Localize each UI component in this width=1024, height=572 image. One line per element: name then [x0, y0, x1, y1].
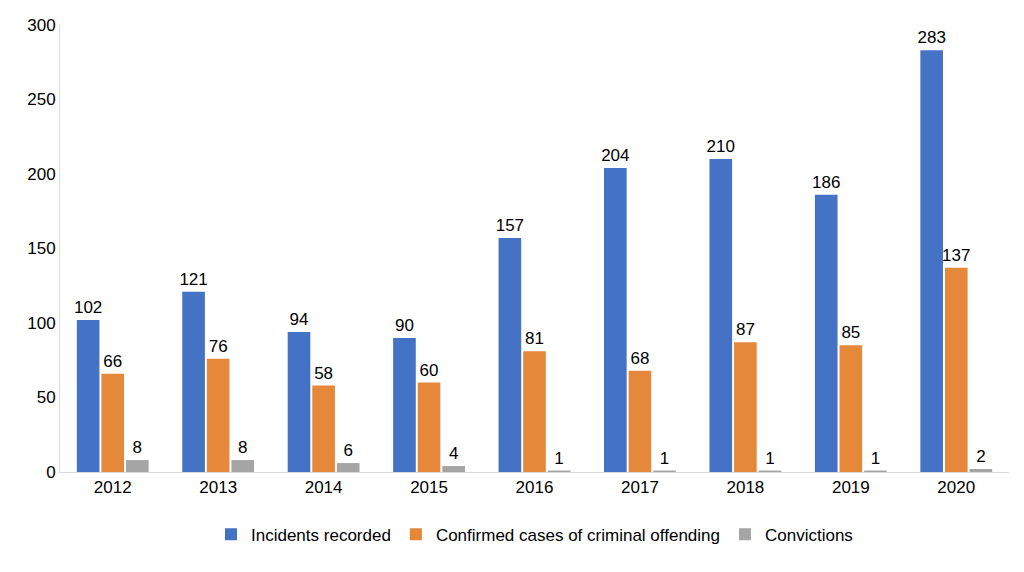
svg-text:204: 204 [601, 146, 629, 165]
svg-text:Incidents recorded: Incidents recorded [251, 526, 391, 545]
svg-text:66: 66 [103, 352, 122, 371]
svg-text:0: 0 [46, 463, 55, 482]
svg-text:1: 1 [871, 449, 880, 468]
svg-text:102: 102 [74, 298, 102, 317]
svg-text:2019: 2019 [832, 478, 870, 497]
svg-text:1: 1 [554, 449, 563, 468]
svg-text:210: 210 [707, 137, 735, 156]
svg-text:76: 76 [209, 337, 228, 356]
svg-text:4: 4 [449, 444, 458, 463]
svg-text:137: 137 [942, 246, 970, 265]
svg-text:94: 94 [290, 310, 309, 329]
svg-text:60: 60 [420, 361, 439, 380]
svg-text:90: 90 [395, 316, 414, 335]
svg-text:50: 50 [37, 388, 56, 407]
svg-text:8: 8 [238, 438, 247, 457]
svg-text:Convictions: Convictions [765, 526, 853, 545]
svg-text:8: 8 [133, 438, 142, 457]
svg-text:85: 85 [841, 323, 860, 342]
svg-text:2015: 2015 [410, 478, 448, 497]
svg-text:150: 150 [27, 239, 55, 258]
svg-text:1: 1 [660, 449, 669, 468]
svg-text:100: 100 [27, 314, 55, 333]
svg-text:Confirmed cases of criminal of: Confirmed cases of criminal offending [436, 526, 720, 545]
svg-text:81: 81 [525, 329, 544, 348]
svg-text:2: 2 [976, 447, 985, 466]
svg-text:87: 87 [736, 320, 755, 339]
svg-text:2014: 2014 [305, 478, 343, 497]
svg-text:6: 6 [343, 441, 352, 460]
svg-text:250: 250 [27, 90, 55, 109]
svg-text:2020: 2020 [937, 478, 975, 497]
svg-text:283: 283 [917, 28, 945, 47]
svg-text:1: 1 [765, 449, 774, 468]
svg-text:157: 157 [496, 216, 524, 235]
svg-text:68: 68 [630, 349, 649, 368]
svg-text:186: 186 [812, 173, 840, 192]
svg-text:2018: 2018 [726, 478, 764, 497]
svg-text:2016: 2016 [516, 478, 554, 497]
svg-text:2017: 2017 [621, 478, 659, 497]
svg-text:58: 58 [314, 364, 333, 383]
svg-text:300: 300 [27, 16, 55, 35]
svg-text:2012: 2012 [94, 478, 132, 497]
svg-text:200: 200 [27, 165, 55, 184]
svg-text:2013: 2013 [199, 478, 237, 497]
svg-text:121: 121 [179, 270, 207, 289]
